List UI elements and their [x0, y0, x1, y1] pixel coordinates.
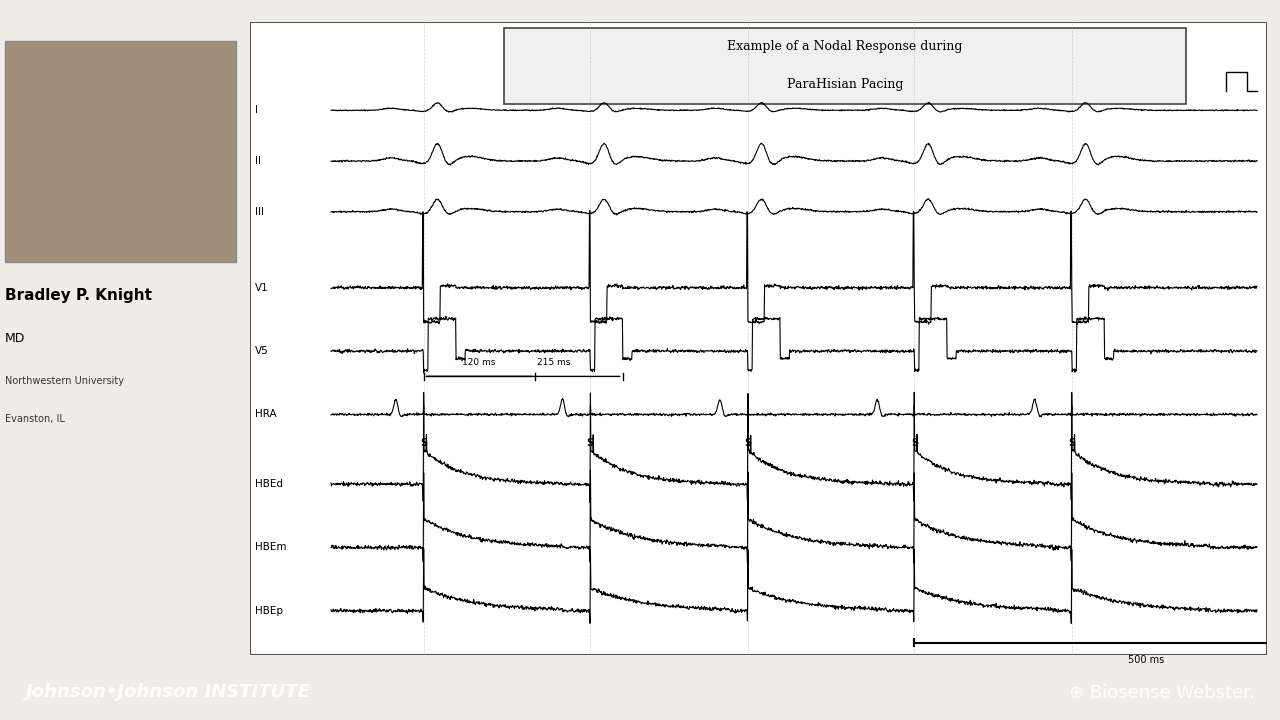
Text: HBEm: HBEm — [255, 542, 287, 552]
Text: S: S — [911, 438, 918, 448]
FancyBboxPatch shape — [504, 28, 1185, 104]
Text: HBEd: HBEd — [255, 479, 283, 489]
Text: ⊕ Biosense Webster.: ⊕ Biosense Webster. — [1069, 683, 1254, 701]
Text: S: S — [420, 438, 428, 448]
Text: 120 ms: 120 ms — [462, 358, 495, 367]
Text: S: S — [586, 438, 594, 448]
Text: Bradley P. Knight: Bradley P. Knight — [5, 288, 152, 302]
Text: S: S — [1069, 438, 1075, 448]
Text: II: II — [255, 156, 261, 166]
FancyBboxPatch shape — [5, 40, 236, 262]
FancyBboxPatch shape — [250, 22, 1267, 655]
Text: 215 ms: 215 ms — [538, 358, 571, 367]
Text: I: I — [255, 105, 257, 115]
Text: V1: V1 — [255, 283, 269, 293]
Text: Evanston, IL: Evanston, IL — [5, 415, 65, 424]
Text: 500 ms: 500 ms — [1128, 655, 1164, 665]
Text: III: III — [255, 207, 264, 217]
Text: MD: MD — [5, 332, 26, 345]
Text: ParaHisian Pacing: ParaHisian Pacing — [787, 78, 904, 91]
Text: HRA: HRA — [255, 410, 276, 420]
Text: S: S — [744, 438, 751, 448]
Text: Example of a Nodal Response during: Example of a Nodal Response during — [727, 40, 963, 53]
Text: Johnson•Johnson INSTITUTE: Johnson•Johnson INSTITUTE — [26, 683, 310, 701]
Text: Northwestern University: Northwestern University — [5, 377, 124, 387]
Text: HBEp: HBEp — [255, 606, 283, 616]
Text: V5: V5 — [255, 346, 269, 356]
